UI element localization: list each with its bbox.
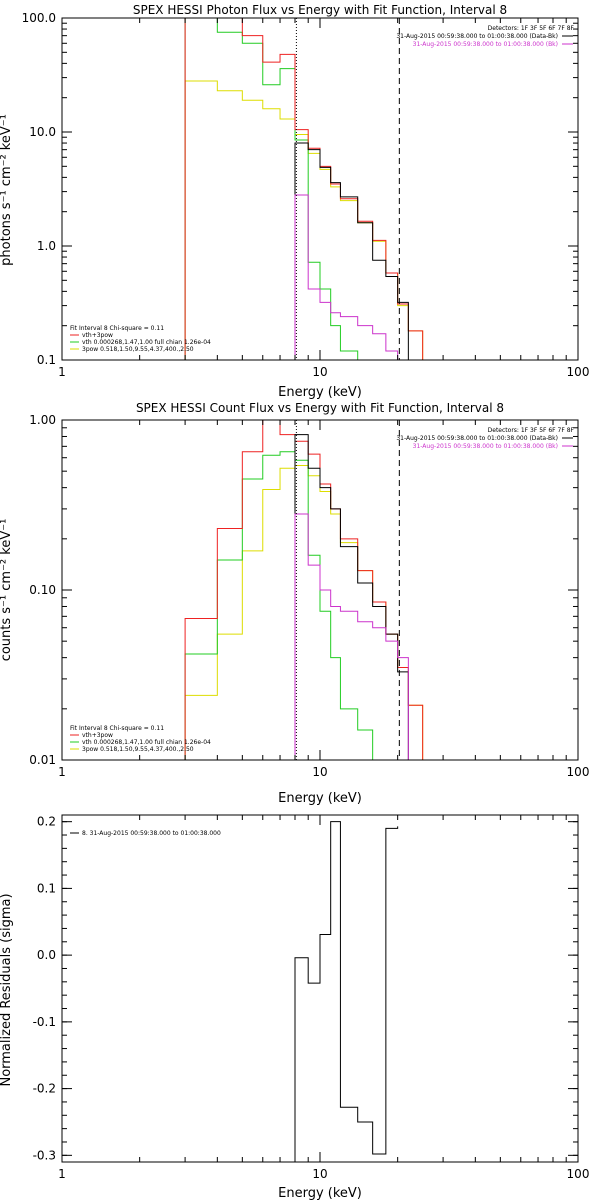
photon-series-bk-line [294,194,409,360]
photon-series-group [184,18,424,360]
photon-series-pow-line [184,80,424,360]
count-y-tick-label: 1.00 [29,413,56,427]
residuals-left-legend-text: 8. 31-Aug-2015 00:59:38.000 to 01:00:38.… [82,830,221,837]
count-series-group [184,420,424,760]
photon-left-legend-text: Fit Interval 8 Chi-square = 0.11 [70,325,164,332]
photon-flux-panel: SPEX HESSI Photon Flux vs Energy with Fi… [0,3,589,400]
residuals-y-tick-label: 0.0 [37,948,56,962]
photon-left-legend-text: vth 0.000268,1.47,1.00 full chian 1.26e-… [82,339,211,346]
photon-x-tick-label: 100 [567,365,590,379]
photon-y-tick-label: 1.0 [37,239,56,253]
count-right-legend-text: Detectors: 1F 3F 5F 6F 7F 8F [488,427,575,434]
count-left-legend-text: Fit Interval 8 Chi-square = 0.11 [70,725,164,732]
residuals-y-tick-label: -0.3 [33,1148,56,1162]
count-right-legend-text: 31-Aug-2015 00:59:38.000 to 01:00:38.000… [396,435,558,442]
count-y-tick-label: 0.01 [29,753,56,767]
photon-chart-title: SPEX HESSI Photon Flux vs Energy with Fi… [133,3,507,17]
photon-y-tick-label: 10.0 [29,125,56,139]
count-x-tick-label: 1 [58,765,66,779]
photon-left-legend-text: 3pow 0.518,1.50,9.55,4.37,400.,2.50 [82,346,194,353]
photon-left-legend-text: vth+3pow [82,332,113,339]
residuals-y-tick-label: -0.1 [33,1015,56,1029]
residuals-plot-frame [61,814,579,1163]
photon-y-axis-label: photons s⁻¹ cm⁻² keV⁻¹ [0,114,14,266]
photon-right-legend-text: Detectors: 1F 3F 5F 6F 7F 8F [488,25,575,32]
photon-y-tick-label: 0.1 [37,353,56,367]
residuals-x-tick-label: 100 [567,1167,590,1181]
count-right-legend-text: 31-Aug-2015 00:59:38.000 to 01:00:38.000… [413,443,558,450]
photon-series-data-line [294,142,409,360]
residuals-y-axis-label: Normalized Residuals (sigma) [0,893,14,1086]
residuals-x-tick-label: 1 [58,1167,66,1181]
count-x-axis-label: Energy (keV) [278,791,362,806]
photon-plot-frame [61,17,579,361]
photon-series-total-line [184,18,424,360]
count-y-tick-label: 0.10 [29,583,56,597]
residuals-panel: Energy (keV) Normalized Residuals (sigma… [0,814,590,1201]
photon-x-tick-label: 10 [312,365,327,379]
photon-x-tick-label: 1 [58,365,66,379]
photon-series-vth-line [184,18,423,360]
residuals-x-axis-label: Energy (keV) [278,1186,362,1200]
photon-right-legend-text: 31-Aug-2015 00:59:38.000 to 01:00:38.000… [396,33,558,40]
residuals-series-group [294,821,399,1162]
count-series-bk-line [294,513,409,760]
count-chart-title: SPEX HESSI Count Flux vs Energy with Fit… [136,401,504,415]
count-left-legend-text: vth 0.000268,1.47,1.00 full chian 1.26e-… [82,739,211,746]
residuals-y-tick-label: 0.1 [37,881,56,895]
count-left-legend-text: 3pow 0.518,1.50,9.55,4.37,400.,2.50 [82,746,194,753]
count-x-tick-label: 10 [312,765,327,779]
residuals-series-resid-line [294,821,399,1162]
count-y-axis-label: counts s⁻¹ cm⁻² keV⁻¹ [0,519,14,662]
photon-y-tick-label: 100.0 [22,11,56,25]
count-x-tick-label: 100 [567,765,590,779]
count-series-total-line [184,420,424,760]
photon-right-legend-text: 31-Aug-2015 00:59:38.000 to 01:00:38.000… [413,41,558,48]
count-series-vth-line [184,451,423,760]
residuals-y-tick-label: 0.2 [37,815,56,829]
residuals-x-tick-label: 10 [312,1167,327,1181]
residuals-y-tick-label: -0.2 [33,1082,56,1096]
count-flux-panel: SPEX HESSI Count Flux vs Energy with Fit… [0,401,589,806]
count-series-pow-line [184,464,424,760]
count-left-legend-text: vth+3pow [82,732,113,739]
count-series-data-line [294,434,409,760]
photon-x-axis-label: Energy (keV) [278,385,362,400]
